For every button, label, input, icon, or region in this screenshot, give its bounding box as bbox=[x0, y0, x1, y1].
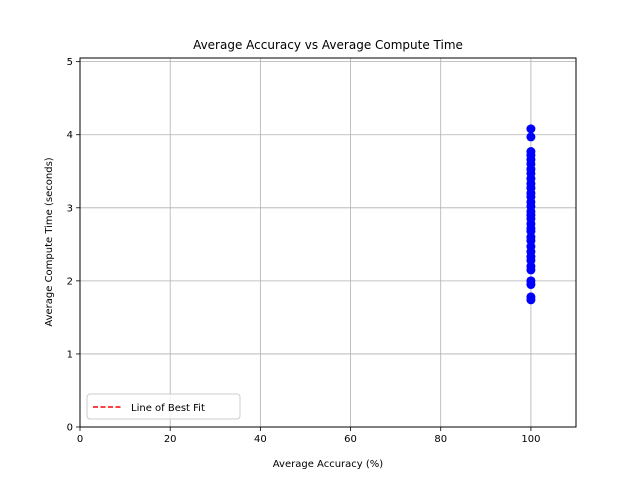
y-tick-label: 2 bbox=[67, 276, 73, 287]
data-points bbox=[526, 124, 536, 305]
y-tick-label: 5 bbox=[67, 57, 73, 68]
legend: Line of Best Fit bbox=[86, 393, 241, 420]
plot-frame bbox=[79, 57, 577, 428]
y-tick-label: 4 bbox=[67, 130, 73, 141]
data-point bbox=[526, 124, 536, 134]
data-point bbox=[526, 292, 536, 302]
x-tick-label: 80 bbox=[434, 434, 447, 445]
x-tick-label: 20 bbox=[164, 434, 177, 445]
x-tick-label: 100 bbox=[521, 434, 540, 445]
data-point bbox=[526, 276, 536, 286]
x-tick-label: 0 bbox=[77, 434, 83, 445]
data-point bbox=[526, 147, 536, 157]
legend-entry-fit-line: Line of Best Fit bbox=[131, 403, 205, 414]
x-axis-ticks: 0 20 40 60 80 100 bbox=[77, 427, 540, 445]
x-tick-label: 60 bbox=[344, 434, 357, 445]
x-axis-label: Average Accuracy (%) bbox=[273, 459, 383, 470]
y-tick-label: 0 bbox=[67, 423, 73, 434]
y-tick-label: 3 bbox=[67, 203, 73, 214]
chart-title: Average Accuracy vs Average Compute Time bbox=[193, 38, 463, 52]
y-axis-ticks: 0 1 2 3 4 5 bbox=[67, 57, 80, 434]
y-axis-label: Average Compute Time (seconds) bbox=[44, 157, 55, 326]
data-point bbox=[526, 132, 536, 142]
y-tick-label: 1 bbox=[67, 349, 73, 360]
grid-lines bbox=[79, 58, 576, 428]
x-tick-label: 40 bbox=[254, 434, 267, 445]
legend-box bbox=[86, 393, 241, 420]
